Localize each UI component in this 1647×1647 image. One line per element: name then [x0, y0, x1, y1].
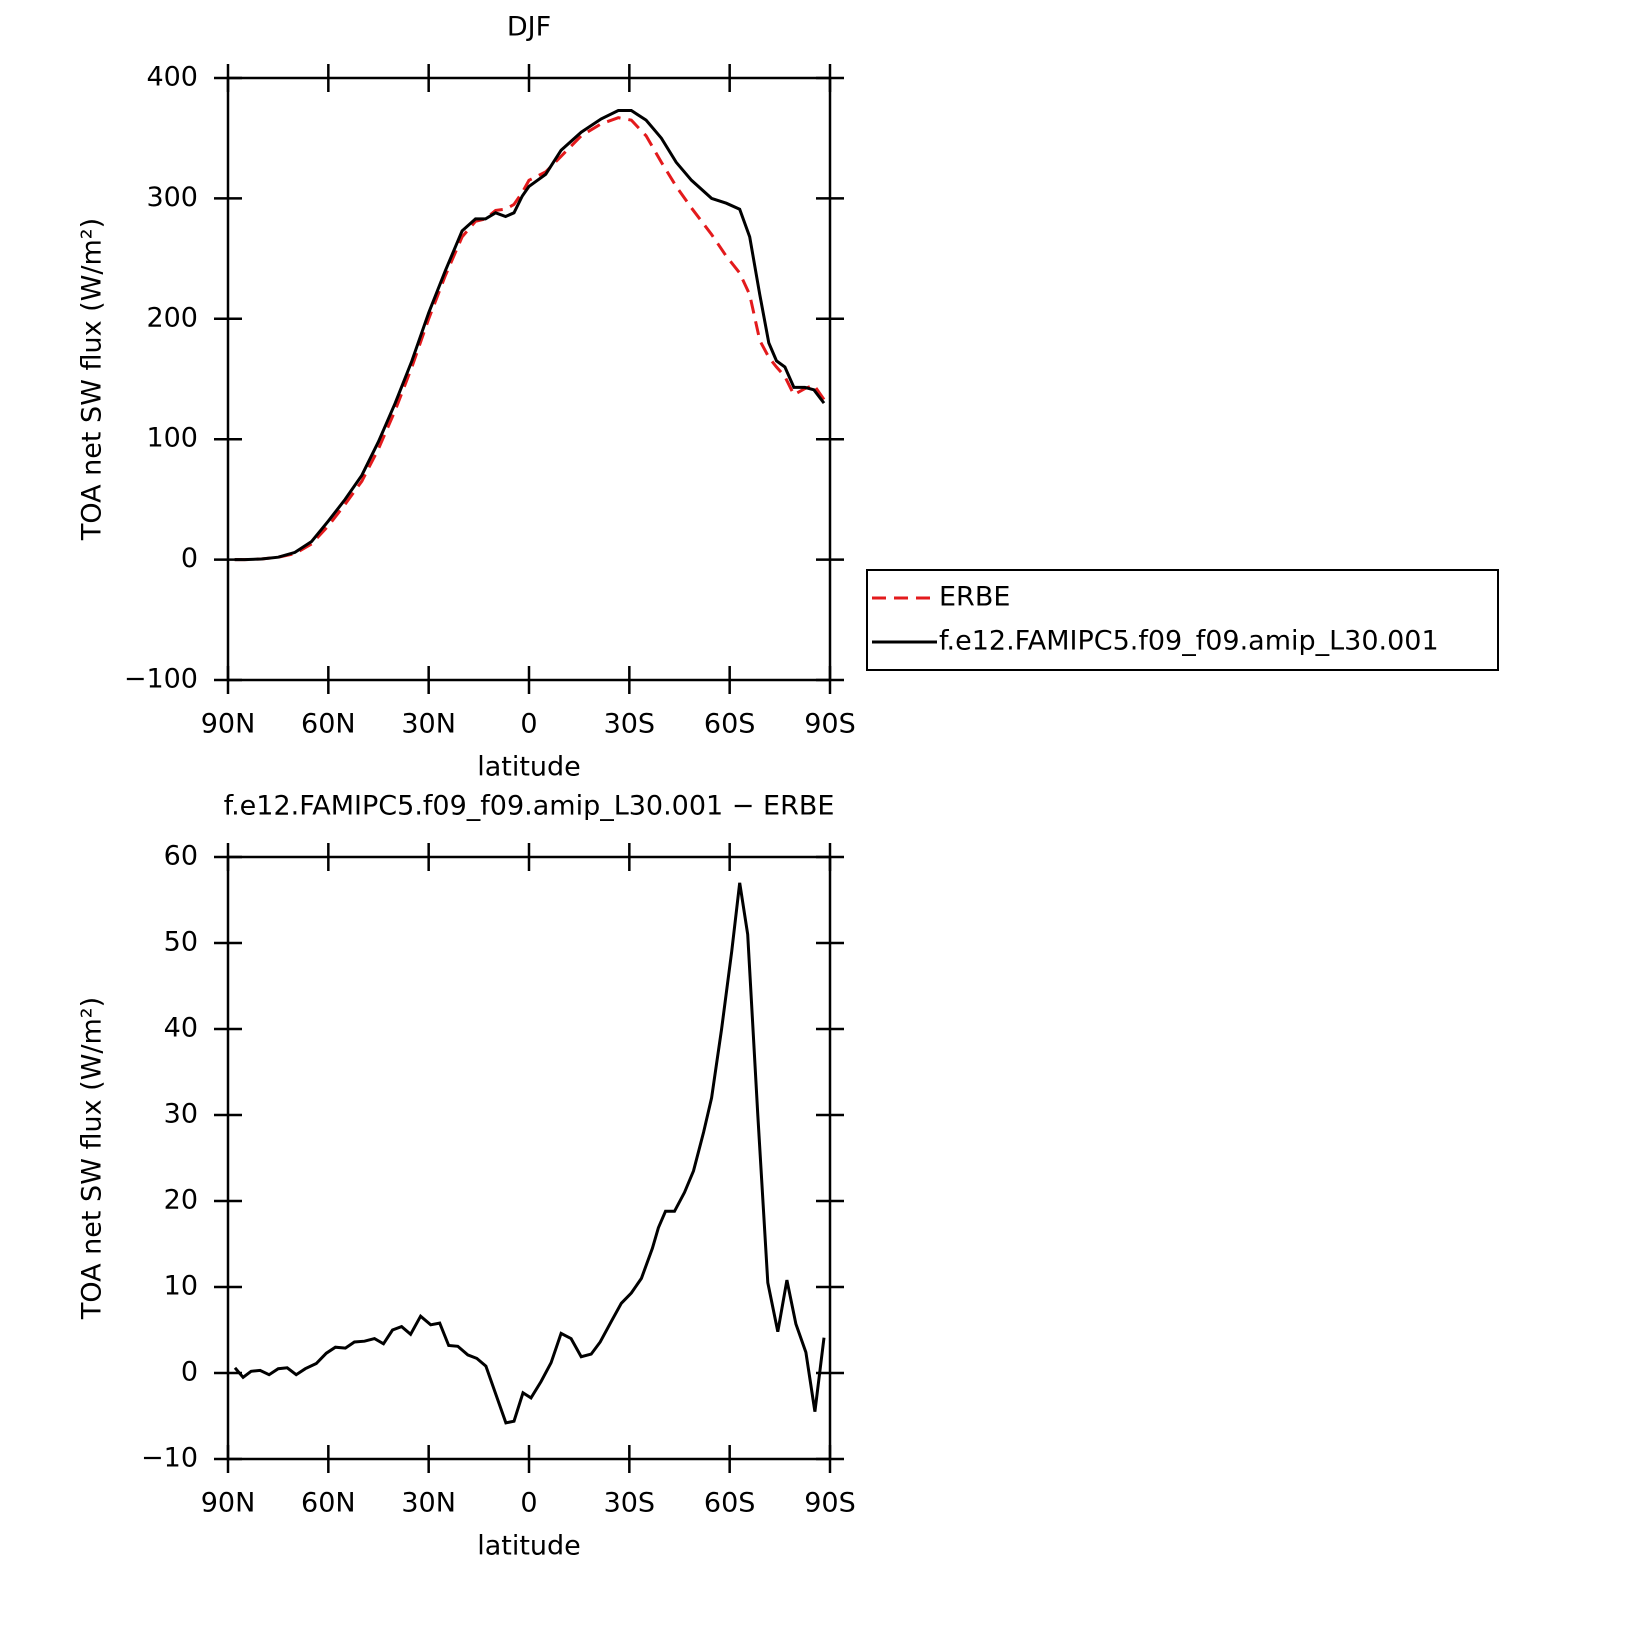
- x-tick-label: 60S: [704, 1488, 756, 1519]
- x-tick-label: 60N: [301, 1488, 356, 1519]
- plot-frame: [226, 855, 832, 1461]
- x-tick-label: 0: [520, 1488, 537, 1519]
- x-tick-label: 90N: [201, 709, 256, 740]
- legend-box: [866, 569, 1499, 671]
- y-tick-label: 20: [164, 1185, 198, 1216]
- data-line: [234, 116, 826, 562]
- data-line: [233, 882, 826, 1425]
- y-tick-label: 400: [146, 62, 198, 93]
- y-tick-label: 30: [164, 1099, 198, 1130]
- x-tick-label: 30N: [401, 1488, 456, 1519]
- plot-frame: [226, 76, 832, 682]
- chart-title: f.e12.FAMIPC5.f09_f09.amip_L30.001 − ERB…: [224, 791, 835, 822]
- x-tick-label: 60S: [704, 709, 756, 740]
- x-axis-label: latitude: [477, 1531, 581, 1562]
- y-tick-label: −100: [124, 664, 198, 695]
- chart-title: DJF: [507, 12, 551, 43]
- y-axis-label: TOA net SW flux (W/m²): [77, 218, 108, 541]
- x-tick-label: 90S: [804, 1488, 856, 1519]
- y-tick-label: 300: [146, 182, 198, 213]
- data-line: [234, 109, 826, 562]
- y-tick-label: 60: [164, 841, 198, 872]
- legend-label: ERBE: [939, 582, 1010, 613]
- x-tick-label: 30S: [604, 1488, 656, 1519]
- y-tick-label: −10: [141, 1443, 198, 1474]
- x-tick-label: 30S: [604, 709, 656, 740]
- x-tick-label: 30N: [401, 709, 456, 740]
- y-tick-label: 200: [146, 302, 198, 333]
- y-tick-label: 0: [181, 1357, 198, 1388]
- x-tick-label: 90S: [804, 709, 856, 740]
- x-tick-label: 90N: [201, 1488, 256, 1519]
- y-tick-label: 50: [164, 927, 198, 958]
- legend-label: f.e12.FAMIPC5.f09_f09.amip_L30.001: [939, 626, 1439, 657]
- y-tick-label: 100: [146, 423, 198, 454]
- y-tick-label: 40: [164, 1013, 198, 1044]
- y-tick-label: 0: [181, 543, 198, 574]
- x-tick-label: 0: [520, 709, 537, 740]
- y-tick-label: 10: [164, 1271, 198, 1302]
- x-axis-label: latitude: [477, 752, 581, 783]
- x-tick-label: 60N: [301, 709, 356, 740]
- y-axis-label: TOA net SW flux (W/m²): [77, 997, 108, 1320]
